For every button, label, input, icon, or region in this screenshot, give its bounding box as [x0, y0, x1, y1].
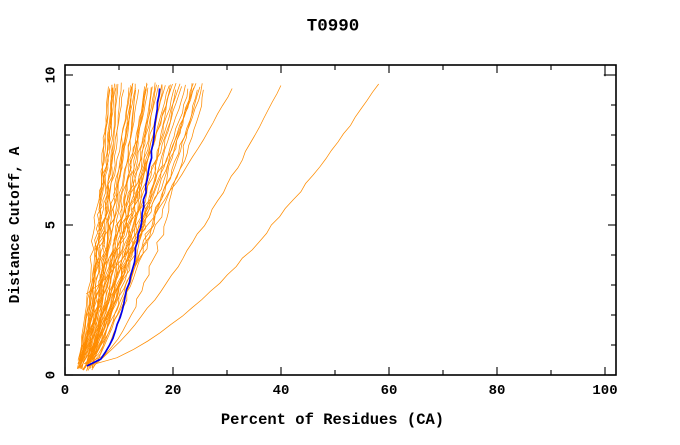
svg-text:80: 80	[489, 383, 506, 399]
svg-text:Distance Cutoff, A: Distance Cutoff, A	[8, 146, 24, 303]
svg-text:0: 0	[44, 371, 60, 379]
svg-text:40: 40	[273, 383, 290, 399]
svg-text:0: 0	[61, 383, 69, 399]
svg-text:10: 10	[44, 67, 60, 84]
svg-text:T0990: T0990	[307, 17, 360, 37]
svg-text:60: 60	[381, 383, 398, 399]
svg-text:Percent of Residues (CA): Percent of Residues (CA)	[221, 411, 444, 429]
svg-text:100: 100	[592, 383, 617, 399]
svg-text:20: 20	[165, 383, 182, 399]
svg-text:5: 5	[44, 221, 60, 229]
